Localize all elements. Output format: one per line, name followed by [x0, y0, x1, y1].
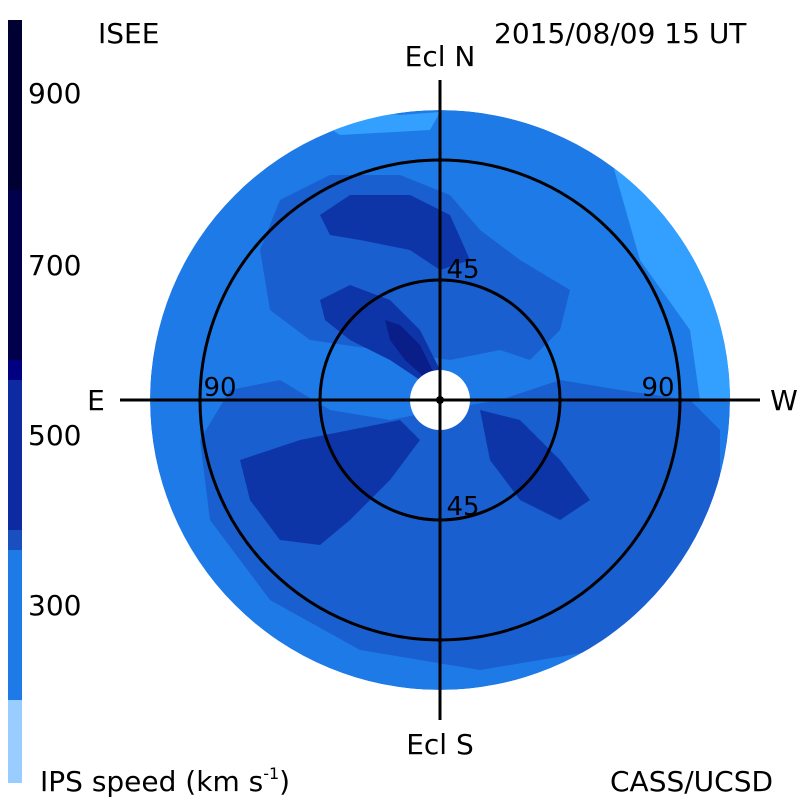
- axis-label-south: Ecl S: [406, 728, 474, 761]
- axis-label-west: W: [770, 384, 798, 417]
- colorbar-segment: [8, 550, 22, 700]
- colorbar-segment: [8, 20, 22, 190]
- colorbar: [8, 20, 22, 783]
- colorbar-segment: [8, 530, 22, 550]
- dark-region-south: [240, 420, 420, 545]
- colorbar-tick-900: 900: [28, 77, 82, 110]
- colorbar-segment: [8, 380, 22, 530]
- axis-label-north: Ecl N: [405, 40, 476, 73]
- colorbar-title-close: ): [279, 765, 291, 798]
- dark-region-se: [480, 410, 590, 520]
- colorbar-title-main: IPS speed (km s: [40, 765, 264, 798]
- colorbar-segment: [8, 700, 22, 783]
- light-region-ne: [600, 120, 730, 400]
- colorbar-tick-500: 500: [28, 419, 82, 452]
- datetime-label: 2015/08/09 15 UT: [494, 17, 747, 50]
- ring-label-inner-top: 45: [446, 255, 479, 285]
- credit-label: CASS/UCSD: [610, 765, 774, 798]
- ring-label-outer-right: 90: [641, 373, 674, 403]
- dark-region-nw: [320, 195, 470, 270]
- axis-label-east: E: [87, 384, 105, 417]
- colorbar-tick-700: 700: [28, 249, 82, 282]
- ring-label-outer-left: 90: [203, 373, 236, 403]
- colorbar-title: IPS speed (km s-1): [40, 765, 291, 798]
- colorbar-title-sup: -1: [263, 764, 280, 783]
- colorbar-tick-300: 300: [28, 589, 82, 622]
- darkest-region: [385, 320, 435, 378]
- colorbar-segment: [8, 360, 22, 380]
- org-label: ISEE: [98, 17, 160, 50]
- ring-label-inner-bottom: 45: [446, 492, 479, 522]
- colorbar-segment: [8, 190, 22, 360]
